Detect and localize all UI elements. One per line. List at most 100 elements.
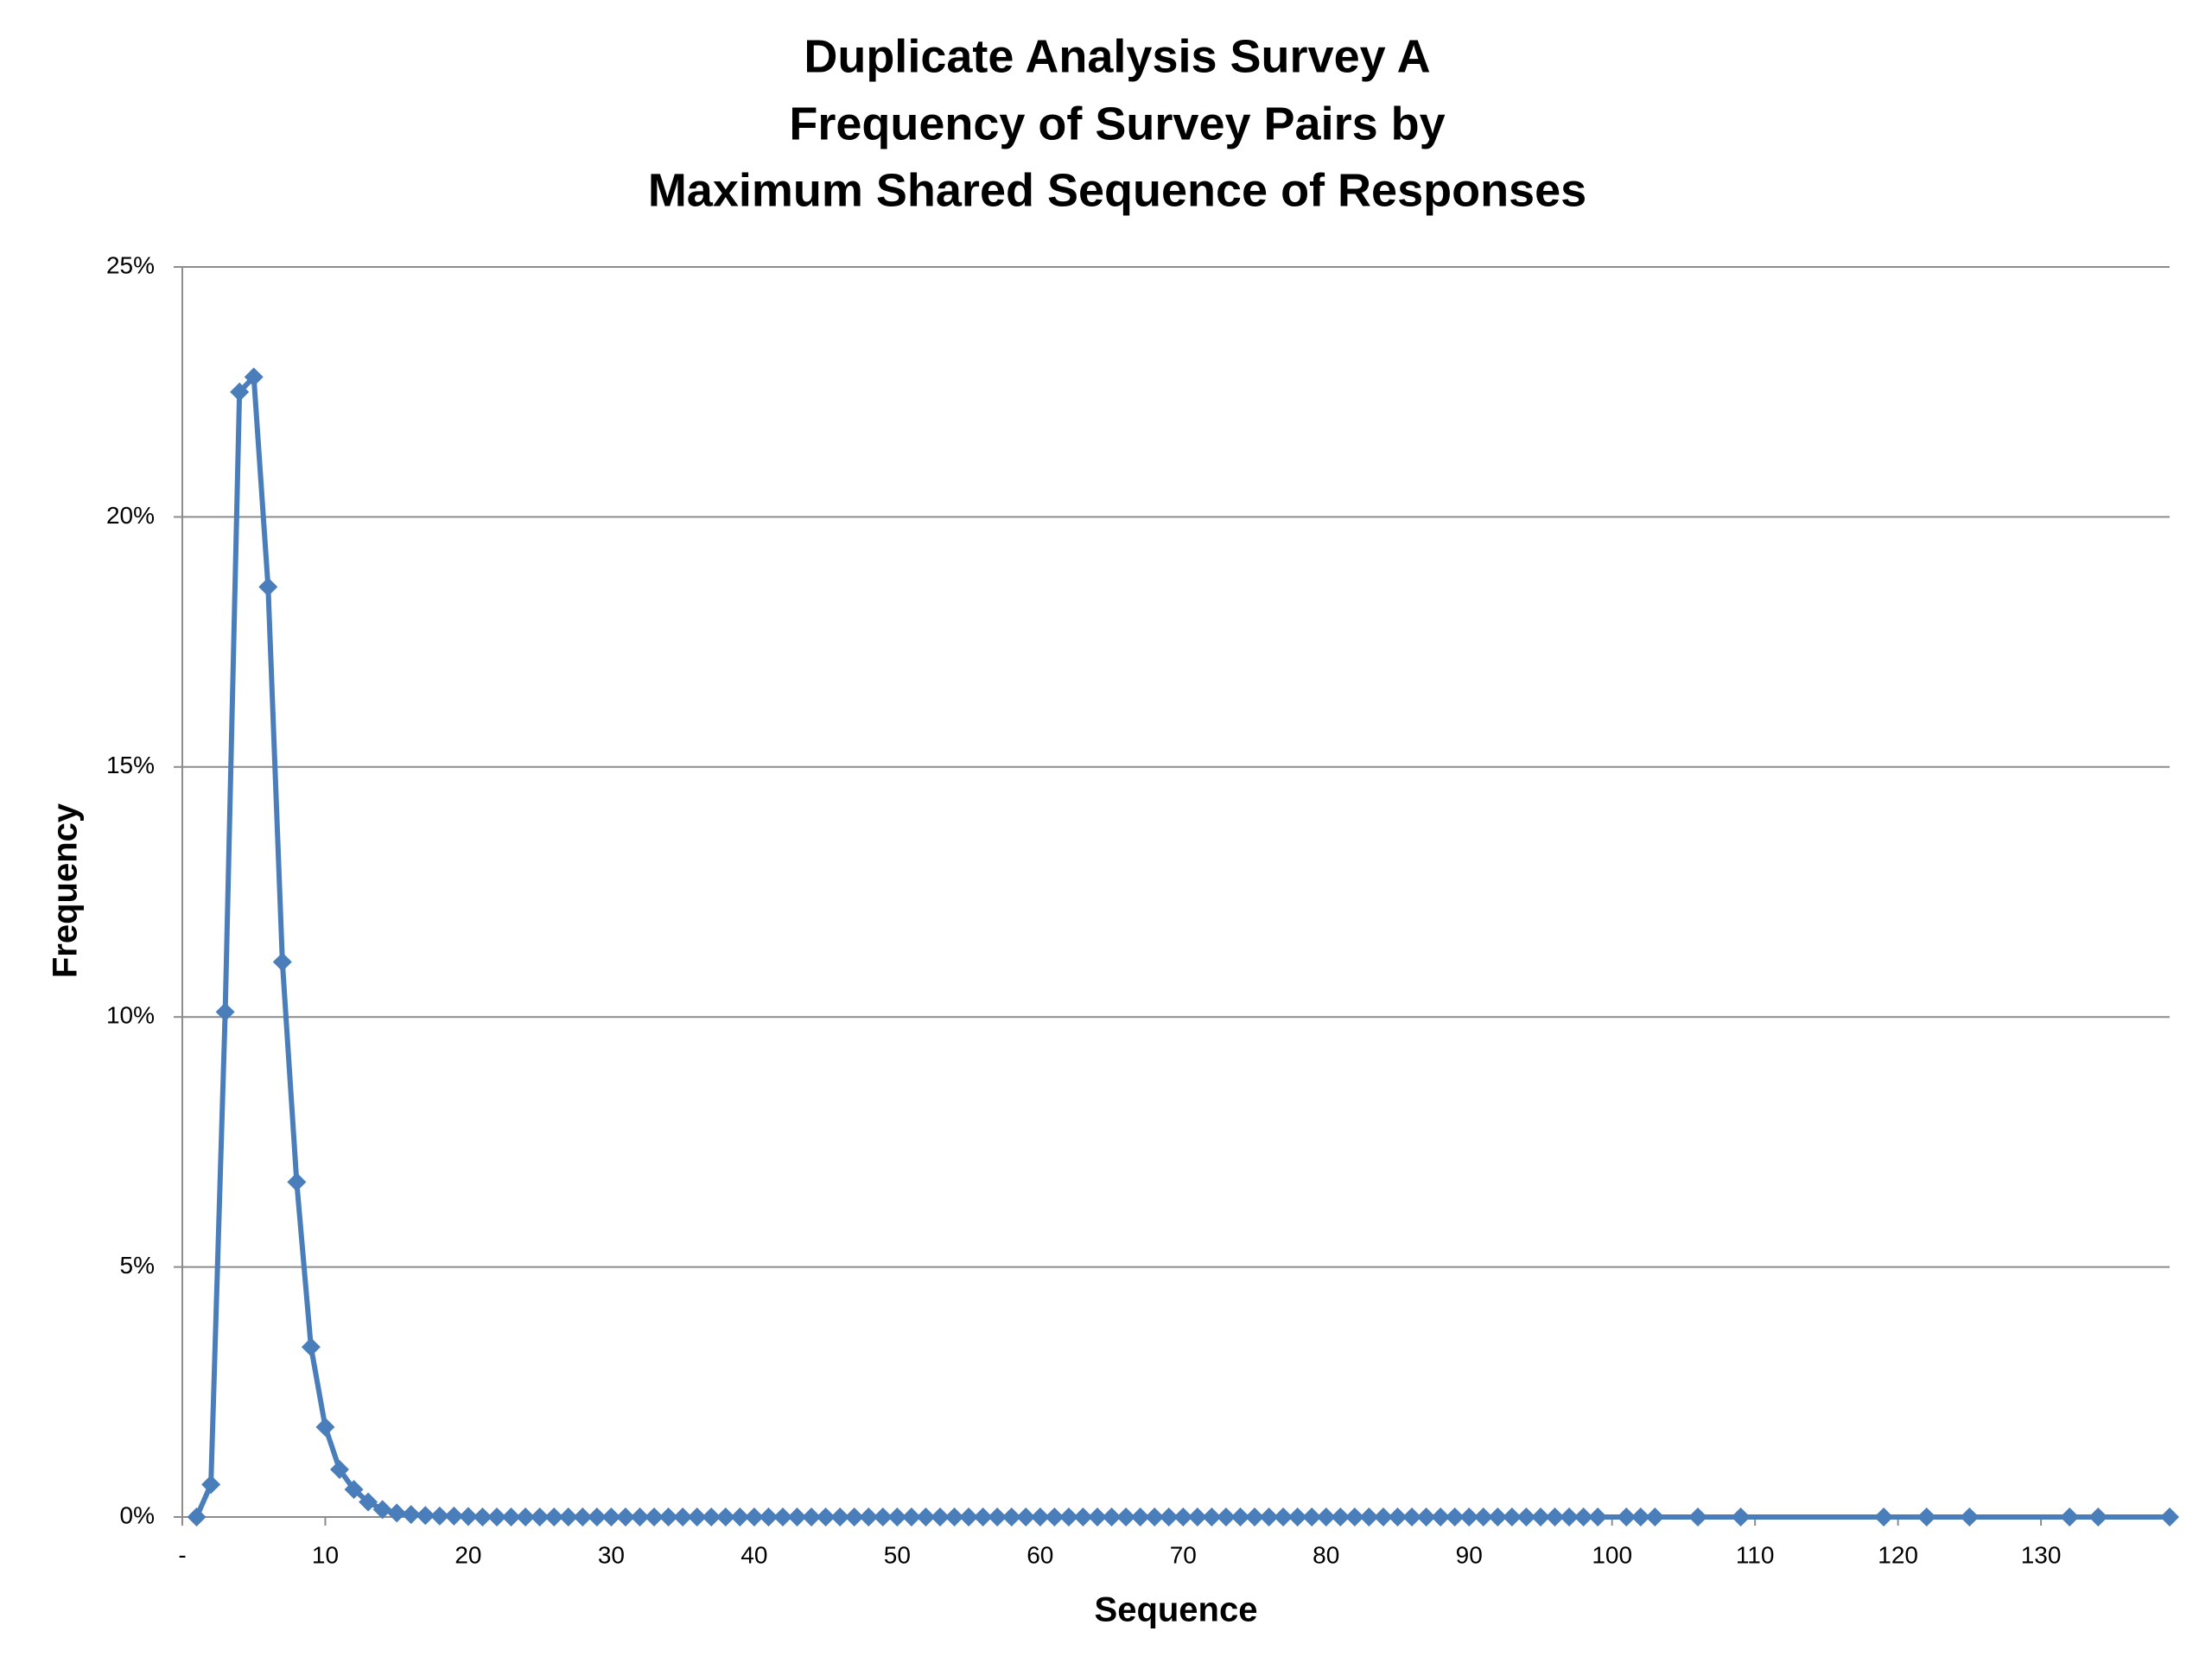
data-point xyxy=(759,1507,779,1527)
data-point xyxy=(1960,1507,1980,1527)
data-point xyxy=(988,1507,1007,1527)
data-point xyxy=(1245,1507,1265,1527)
data-point xyxy=(1344,1507,1364,1527)
data-point xyxy=(715,1507,735,1527)
data-point xyxy=(916,1507,936,1527)
data-point xyxy=(516,1507,536,1527)
data-point xyxy=(315,1417,335,1437)
data-point xyxy=(1001,1507,1021,1527)
data-point xyxy=(215,1002,235,1022)
data-point xyxy=(1202,1507,1222,1527)
data-point xyxy=(1058,1507,1078,1527)
data-point xyxy=(1431,1507,1451,1527)
data-point xyxy=(1545,1507,1565,1527)
x-tick-label: 130 xyxy=(2021,1541,2062,1568)
data-point xyxy=(1688,1507,1707,1527)
data-point xyxy=(1316,1507,1336,1527)
data-point xyxy=(444,1506,464,1526)
data-point xyxy=(2088,1507,2108,1527)
data-point xyxy=(615,1507,635,1527)
x-tick-label: 100 xyxy=(1592,1541,1632,1568)
x-tick-label: 30 xyxy=(598,1541,625,1568)
data-point xyxy=(501,1507,521,1527)
y-tick-label: 0% xyxy=(120,1501,155,1528)
x-tick-label: 120 xyxy=(1878,1541,1918,1568)
data-point xyxy=(601,1507,621,1527)
data-point xyxy=(744,1507,764,1527)
data-point xyxy=(587,1507,607,1527)
data-point xyxy=(901,1507,921,1527)
data-point xyxy=(787,1507,807,1527)
x-tick-label: 80 xyxy=(1313,1541,1339,1568)
data-point xyxy=(1560,1507,1580,1527)
data-point xyxy=(1130,1507,1150,1527)
data-point xyxy=(1159,1507,1179,1527)
data-point xyxy=(416,1506,435,1526)
data-point xyxy=(359,1492,378,1512)
chart-title: Maximum Shared Sequence of Responses xyxy=(648,164,1586,216)
chart-title: Duplicate Analysis Survey A xyxy=(804,30,1430,82)
data-point xyxy=(372,1500,392,1520)
x-tick-label: 20 xyxy=(454,1541,481,1568)
data-point xyxy=(1874,1507,1894,1527)
data-point xyxy=(401,1505,421,1525)
data-point xyxy=(344,1480,364,1500)
data-point xyxy=(673,1507,693,1527)
y-tick-label: 5% xyxy=(120,1252,155,1279)
data-point xyxy=(1302,1507,1322,1527)
data-point xyxy=(473,1507,493,1527)
data-point xyxy=(387,1503,407,1523)
data-point xyxy=(1030,1507,1050,1527)
data-point xyxy=(802,1507,822,1527)
data-point xyxy=(1331,1507,1351,1527)
data-point xyxy=(1617,1507,1637,1527)
data-point xyxy=(1216,1507,1236,1527)
data-point xyxy=(1373,1507,1393,1527)
data-point xyxy=(1459,1507,1479,1527)
data-point xyxy=(1445,1507,1465,1527)
data-point xyxy=(330,1460,350,1480)
chart-title: Frequency of Survey Pairs by xyxy=(789,98,1445,149)
data-point xyxy=(702,1507,721,1527)
data-point xyxy=(429,1506,449,1526)
data-point xyxy=(1588,1507,1608,1527)
data-point xyxy=(244,367,264,387)
data-point xyxy=(687,1507,707,1527)
data-point xyxy=(1916,1507,1936,1527)
data-point xyxy=(859,1507,879,1527)
data-point xyxy=(287,1172,307,1192)
data-point xyxy=(1287,1507,1307,1527)
data-point xyxy=(730,1507,750,1527)
x-tick-label: 90 xyxy=(1456,1541,1483,1568)
data-point xyxy=(530,1507,550,1527)
x-tick-label: 70 xyxy=(1170,1541,1197,1568)
data-point xyxy=(1073,1507,1093,1527)
data-point xyxy=(1016,1507,1036,1527)
y-tick-label: 10% xyxy=(106,1002,155,1029)
data-point xyxy=(573,1507,593,1527)
data-point xyxy=(258,577,278,597)
data-point xyxy=(1731,1507,1751,1527)
data-point xyxy=(844,1507,864,1527)
data-point xyxy=(1102,1507,1122,1527)
data-point xyxy=(544,1507,564,1527)
data-point xyxy=(187,1507,207,1527)
data-point xyxy=(1630,1507,1650,1527)
data-point xyxy=(1045,1507,1065,1527)
data-point xyxy=(1645,1507,1665,1527)
data-point xyxy=(272,952,292,972)
data-point xyxy=(645,1507,664,1527)
x-tick-label: - xyxy=(178,1541,186,1568)
data-point xyxy=(930,1507,950,1527)
data-point xyxy=(1173,1507,1193,1527)
data-point xyxy=(1145,1507,1165,1527)
data-point xyxy=(1530,1507,1550,1527)
data-point xyxy=(973,1507,993,1527)
data-point xyxy=(2160,1507,2179,1527)
data-point xyxy=(1388,1507,1408,1527)
x-tick-label: 50 xyxy=(884,1541,911,1568)
data-point xyxy=(1259,1507,1279,1527)
data-point xyxy=(1402,1507,1422,1527)
data-point xyxy=(1187,1507,1207,1527)
